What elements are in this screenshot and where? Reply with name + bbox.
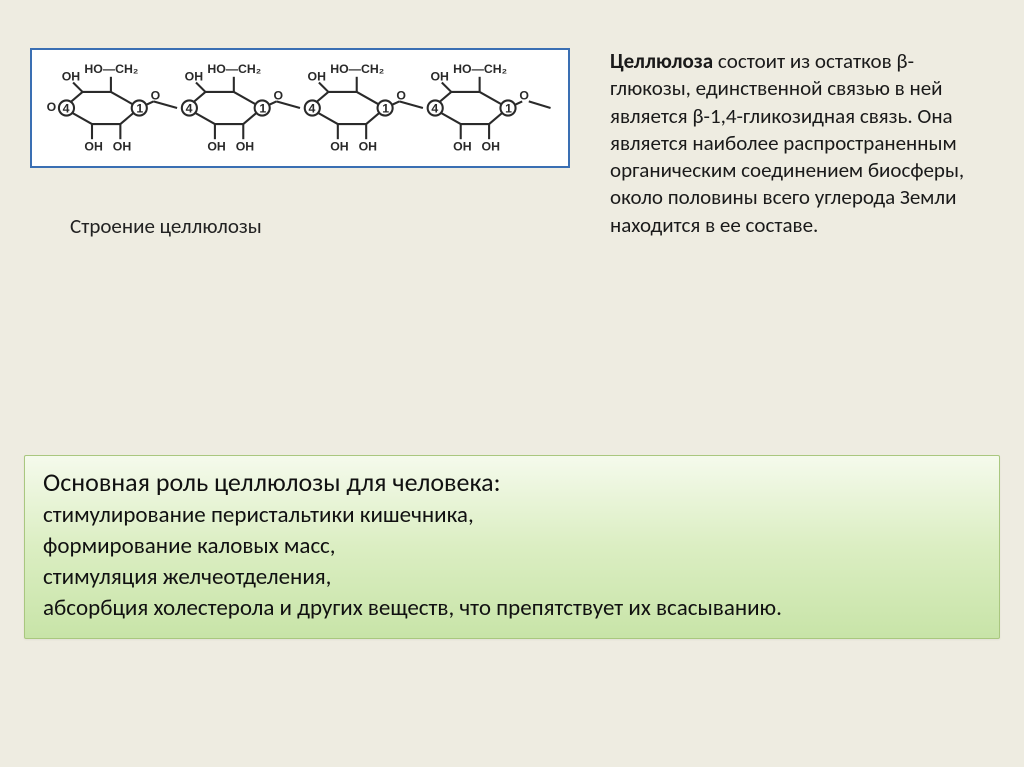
svg-text:4: 4 [431,102,438,116]
svg-text:OH: OH [84,140,103,154]
svg-text:HO—CH₂: HO—CH₂ [453,62,507,76]
svg-text:1: 1 [136,102,143,116]
info-box-line: формирование каловых масс, [43,531,981,562]
cellulose-svg: HO—CH₂ O OH OH OH [36,56,564,160]
cellulose-structure-diagram: HO—CH₂ O OH OH OH [30,48,570,168]
svg-text:HO—CH₂: HO—CH₂ [330,62,384,76]
svg-text:OH: OH [308,70,327,84]
info-box-title: Основная роль целлюлозы для человека: [43,466,981,498]
svg-text:OH: OH [113,140,132,154]
info-box-line: стимуляция желчеотделения, [43,562,981,593]
svg-text:OH: OH [453,140,472,154]
svg-text:OH: OH [236,140,255,154]
info-box: Основная роль целлюлозы для человека: ст… [24,455,1000,639]
svg-text:OH: OH [185,70,204,84]
svg-text:OH: OH [430,70,449,84]
svg-text:OH: OH [62,70,81,84]
info-box-line: стимулирование перистальтики кишечника, [43,500,981,531]
svg-text:OH: OH [330,140,349,154]
svg-text:OH: OH [359,140,378,154]
svg-text:4: 4 [63,102,70,116]
svg-text:O: O [151,88,161,102]
svg-text:1: 1 [505,102,512,116]
svg-text:OH: OH [207,140,226,154]
diagram-caption: Строение целлюлозы [70,213,590,239]
svg-text:4: 4 [309,102,316,116]
description-text: Целлюлоза состоит из остатков β-глюкозы,… [610,48,994,239]
svg-text:O: O [396,88,406,102]
svg-text:1: 1 [382,102,389,116]
description-lead: Целлюлоза [610,48,713,74]
svg-text:HO—CH₂: HO—CH₂ [207,62,261,76]
svg-text:HO—CH₂: HO—CH₂ [84,62,138,76]
svg-text:OH: OH [482,140,501,154]
svg-text:O: O [519,88,529,102]
description-body: состоит из остатков β-глюкозы, единствен… [610,48,964,238]
svg-text:O: O [274,88,284,102]
svg-text:1: 1 [259,102,266,116]
info-box-line: абсорбция холестерола и других веществ, … [43,593,981,624]
svg-text:4: 4 [186,102,193,116]
svg-text:O: O [47,100,57,114]
